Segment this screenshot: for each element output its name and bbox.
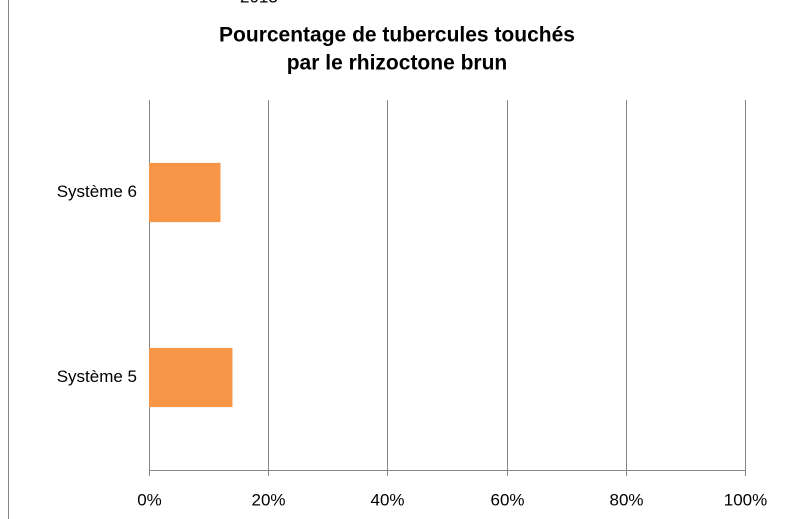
x-tick-label: 0% bbox=[137, 490, 162, 509]
annotation: 2013 bbox=[240, 0, 278, 6]
chart-frame bbox=[8, 0, 9, 519]
x-tick-label: 100% bbox=[724, 490, 767, 509]
chart-title: par le rhizoctone brun bbox=[287, 52, 508, 75]
x-tick-label: 80% bbox=[609, 490, 643, 509]
chart-title: Pourcentage de tubercules touchés bbox=[219, 24, 575, 47]
bar bbox=[149, 162, 221, 223]
y-tick-label: Système 5 bbox=[57, 367, 137, 386]
bar bbox=[149, 347, 233, 408]
y-tick-label: Système 6 bbox=[57, 182, 137, 201]
x-tick-label: 20% bbox=[251, 490, 285, 509]
x-tick-label: 60% bbox=[490, 490, 524, 509]
x-tick-label: 40% bbox=[370, 490, 404, 509]
